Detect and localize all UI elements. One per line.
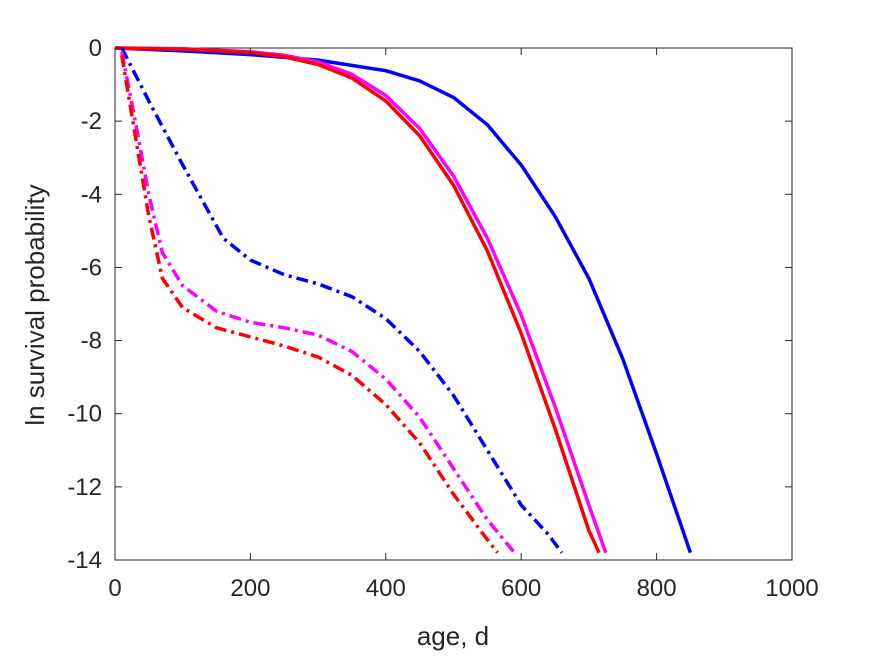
series-line-4 <box>120 47 564 554</box>
y-axis-label: ln survival probability <box>20 184 50 425</box>
x-tick-label: 0 <box>108 575 121 602</box>
y-tick-label: -14 <box>67 547 102 574</box>
y-tick-label: -6 <box>81 254 102 281</box>
ticks-group: 0 200 400 600 800 1000 0 -2 -4 -6 -8 -10 -12 -14 <box>67 35 818 602</box>
x-axis-label: age, d <box>417 621 489 651</box>
x-tick-label: 600 <box>501 575 541 602</box>
x-tick-label: 400 <box>366 575 406 602</box>
y-tick-label: 0 <box>89 35 102 62</box>
series-line-5 <box>120 51 516 554</box>
x-tick-label: 800 <box>637 575 677 602</box>
y-tick-label: -2 <box>81 108 102 135</box>
x-tick-label: 200 <box>230 575 270 602</box>
x-tick-label: 1000 <box>765 575 818 602</box>
series-line-3 <box>114 46 601 554</box>
y-tick-label: -4 <box>81 181 102 208</box>
axes-box <box>114 47 793 561</box>
series-line-6 <box>120 55 499 554</box>
plot-area <box>114 47 793 561</box>
y-tick-label: -8 <box>81 328 102 355</box>
y-tick-label: -10 <box>67 401 102 428</box>
series-group <box>114 46 693 554</box>
y-tick-label: -12 <box>67 474 102 501</box>
